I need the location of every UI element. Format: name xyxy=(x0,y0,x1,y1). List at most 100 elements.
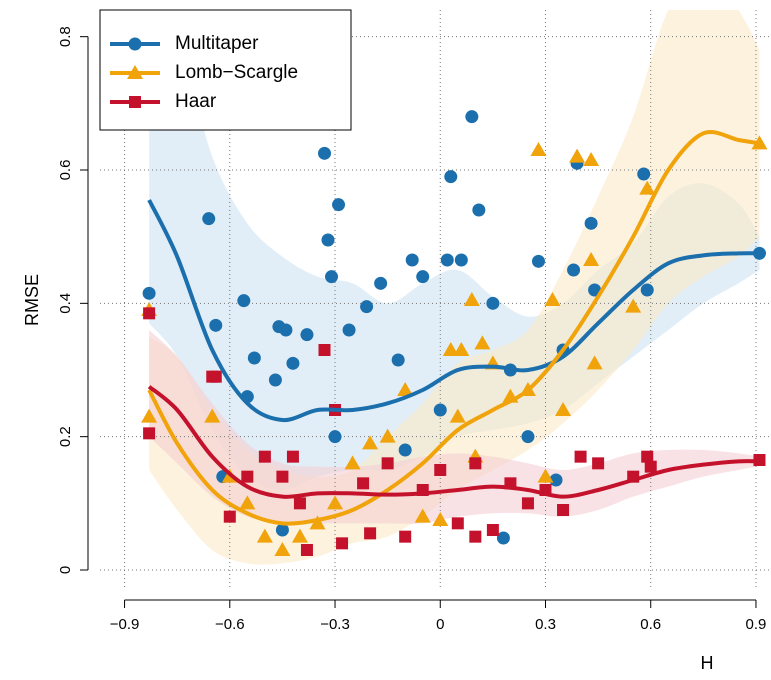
point xyxy=(327,495,344,510)
point xyxy=(474,335,491,350)
point xyxy=(639,180,656,195)
point xyxy=(318,146,332,160)
point xyxy=(268,373,282,387)
point xyxy=(637,167,651,181)
axes: −0.9 −0.6 −0.3 0 0.3 0.6 0.9 0 0.2 0.4 0.6 0.8 xyxy=(57,26,766,633)
point xyxy=(451,517,464,530)
point xyxy=(433,403,447,417)
y-tick-label: 0.4 xyxy=(57,293,74,314)
point xyxy=(537,468,554,483)
point xyxy=(309,515,326,530)
point xyxy=(586,355,603,370)
point xyxy=(574,450,587,463)
point xyxy=(641,450,654,463)
point xyxy=(328,430,342,444)
point xyxy=(504,477,517,490)
legend-label: Haar xyxy=(175,91,217,112)
point xyxy=(142,286,156,300)
point xyxy=(530,142,547,156)
point xyxy=(342,323,356,337)
point xyxy=(143,427,156,440)
point xyxy=(583,252,600,266)
point xyxy=(239,495,256,510)
point xyxy=(128,37,142,51)
point xyxy=(486,296,500,310)
point xyxy=(625,298,642,313)
point xyxy=(143,307,156,320)
point xyxy=(567,263,581,277)
x-tick-label: 0.9 xyxy=(746,616,767,633)
point xyxy=(555,402,572,416)
point xyxy=(549,473,563,487)
point xyxy=(325,270,339,284)
legend-label: Lomb−Scargle xyxy=(175,62,298,83)
point xyxy=(454,253,468,267)
y-axis-label: RMSE xyxy=(22,274,42,326)
point xyxy=(414,508,431,523)
point xyxy=(465,110,479,124)
point xyxy=(286,450,299,463)
point xyxy=(241,470,254,483)
point xyxy=(405,253,419,267)
x-tick-label: 0.6 xyxy=(640,616,661,633)
point xyxy=(279,323,293,337)
point xyxy=(357,477,370,490)
x-tick-label: 0 xyxy=(436,616,444,633)
point xyxy=(391,353,405,367)
point xyxy=(318,344,331,356)
point xyxy=(584,216,598,230)
point xyxy=(274,542,291,556)
x-tick-label: −0.9 xyxy=(110,616,140,633)
point xyxy=(336,537,349,550)
point xyxy=(453,342,470,356)
point xyxy=(129,96,141,108)
point xyxy=(588,283,602,297)
legend: Multitaper Lomb−Scargle Haar xyxy=(99,9,352,131)
point xyxy=(496,531,510,545)
point xyxy=(223,510,236,523)
point xyxy=(557,504,570,516)
point xyxy=(521,497,534,510)
x-tick-label: −0.3 xyxy=(320,616,350,633)
fit-line xyxy=(147,199,760,423)
point xyxy=(381,457,394,470)
y-tick-label: 0.6 xyxy=(57,160,74,181)
point xyxy=(472,203,486,217)
fit-lines xyxy=(147,130,760,526)
point xyxy=(362,435,379,450)
point xyxy=(293,497,306,510)
point xyxy=(416,270,430,284)
point xyxy=(300,544,313,556)
point xyxy=(202,212,216,226)
point xyxy=(531,254,545,268)
fit-line xyxy=(147,130,760,526)
point xyxy=(434,464,447,476)
point xyxy=(321,233,335,247)
point xyxy=(291,528,308,543)
point xyxy=(374,276,388,290)
x-tick-label: −0.6 xyxy=(215,616,245,633)
fit-line xyxy=(147,385,760,499)
point xyxy=(209,370,222,383)
point xyxy=(247,351,261,365)
x-axis-label: H xyxy=(701,653,714,673)
point xyxy=(399,530,412,543)
point xyxy=(256,528,273,543)
point xyxy=(127,65,143,79)
point xyxy=(300,328,314,342)
point xyxy=(237,294,251,308)
point xyxy=(444,170,458,184)
x-tick-label: 0.3 xyxy=(535,616,556,633)
point xyxy=(397,382,414,396)
y-tick-label: 0.8 xyxy=(57,26,74,47)
point xyxy=(486,524,499,536)
y-tick-label: 0 xyxy=(57,566,74,574)
point xyxy=(344,455,361,470)
point xyxy=(463,292,480,306)
legend-box xyxy=(99,9,352,131)
point xyxy=(204,408,221,423)
point xyxy=(442,342,459,356)
point xyxy=(398,443,412,457)
point xyxy=(364,527,377,540)
